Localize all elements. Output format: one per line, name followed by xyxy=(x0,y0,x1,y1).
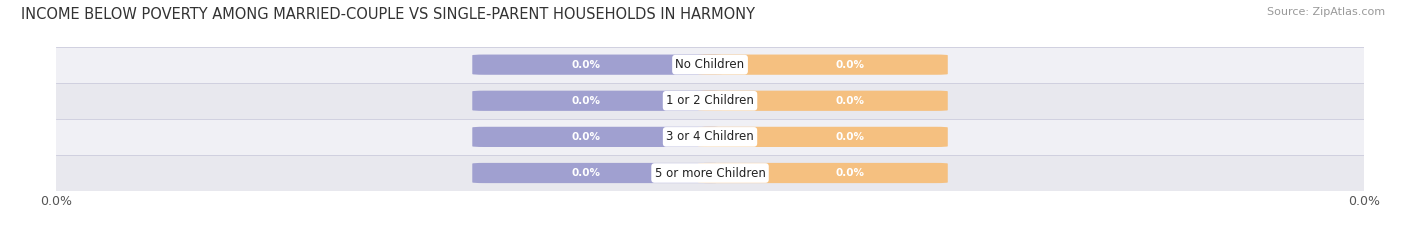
Text: 0.0%: 0.0% xyxy=(835,132,865,142)
Text: 0.0%: 0.0% xyxy=(571,132,600,142)
Text: 0.0%: 0.0% xyxy=(835,168,865,178)
Text: 5 or more Children: 5 or more Children xyxy=(655,167,765,179)
FancyBboxPatch shape xyxy=(472,55,721,75)
Text: 0.0%: 0.0% xyxy=(835,60,865,70)
FancyBboxPatch shape xyxy=(472,163,721,183)
FancyBboxPatch shape xyxy=(699,163,948,183)
FancyBboxPatch shape xyxy=(699,91,948,111)
Text: 0.0%: 0.0% xyxy=(571,168,600,178)
Bar xyxy=(56,119,1364,155)
Text: 0.0%: 0.0% xyxy=(835,96,865,106)
FancyBboxPatch shape xyxy=(472,91,721,111)
Text: 0.0%: 0.0% xyxy=(571,96,600,106)
Bar xyxy=(56,83,1364,119)
Text: 1 or 2 Children: 1 or 2 Children xyxy=(666,94,754,107)
Text: 0.0%: 0.0% xyxy=(571,60,600,70)
Text: INCOME BELOW POVERTY AMONG MARRIED-COUPLE VS SINGLE-PARENT HOUSEHOLDS IN HARMONY: INCOME BELOW POVERTY AMONG MARRIED-COUPL… xyxy=(21,7,755,22)
Bar xyxy=(56,47,1364,83)
Text: No Children: No Children xyxy=(675,58,745,71)
Text: 3 or 4 Children: 3 or 4 Children xyxy=(666,130,754,143)
FancyBboxPatch shape xyxy=(699,55,948,75)
FancyBboxPatch shape xyxy=(472,127,721,147)
FancyBboxPatch shape xyxy=(699,127,948,147)
Bar xyxy=(56,155,1364,191)
Text: Source: ZipAtlas.com: Source: ZipAtlas.com xyxy=(1267,7,1385,17)
